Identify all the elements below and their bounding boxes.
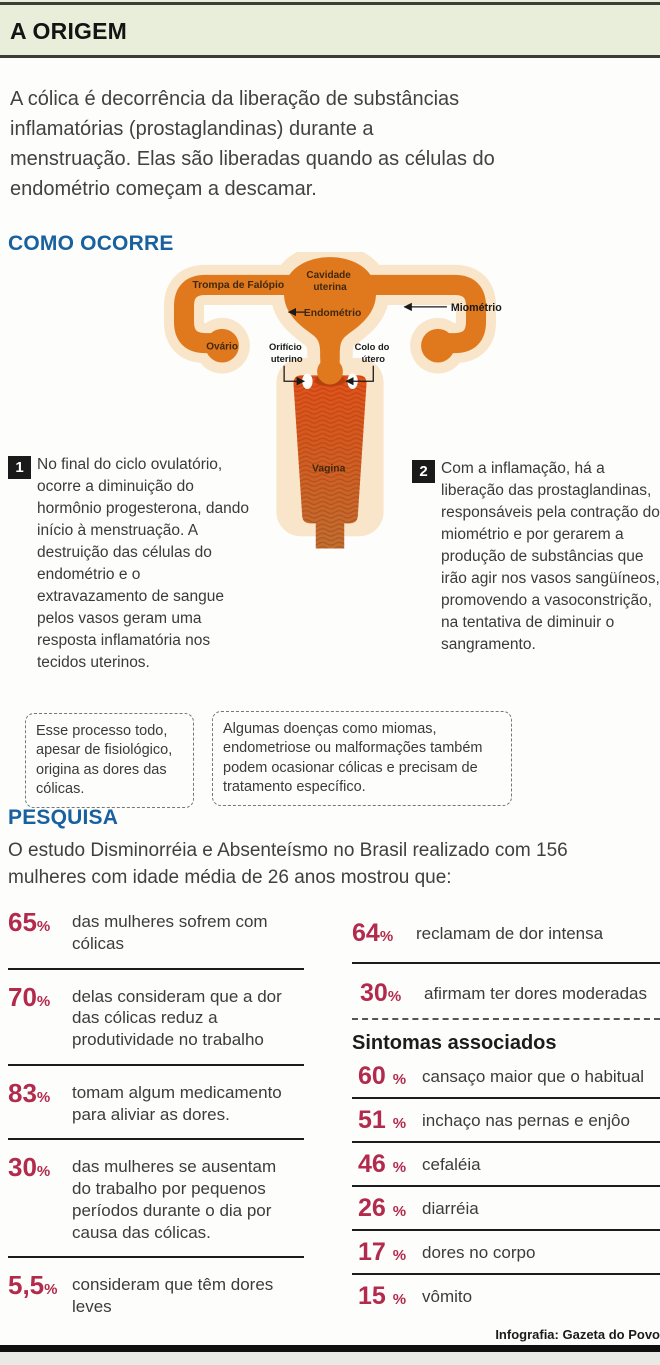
label-colo: Colo do [355, 342, 390, 352]
stat-row: 17 % dores no corpo [358, 1239, 660, 1265]
stat-row: 70% delas consideram que a dor das cólic… [8, 983, 304, 1051]
page-title: A ORIGEM [10, 18, 128, 44]
stat-value: 26 % [358, 1194, 407, 1222]
divider [8, 1063, 304, 1066]
stat-label: consideram que têm dores leves [72, 1275, 274, 1316]
symptoms-heading: Sintomas associados [352, 1032, 557, 1054]
stat-value: 65% [8, 907, 51, 937]
stat-value: 17 % [358, 1238, 407, 1266]
note-box-2: Algumas doenças como miomas, endometrios… [212, 711, 512, 807]
orificio-arrow [283, 365, 305, 386]
stat-label: dores no corpo [422, 1243, 536, 1262]
stat-value: 30% [360, 979, 402, 1007]
stats-column-right: 64% reclamam de dor intensa 30% afirmam … [352, 912, 660, 1309]
ovary-left [205, 328, 239, 363]
divider [352, 1185, 660, 1187]
uterus-diagram: Cavidade uterina Trompa de Falópio Endom… [163, 252, 502, 549]
divider [352, 1229, 660, 1231]
bottom-margin [0, 1352, 660, 1365]
ovary-right [421, 328, 455, 363]
stat-row: 51 % inchaço nas pernas e enjôo [358, 1107, 660, 1133]
label-miometrio: Miométrio [451, 302, 502, 314]
stat-value: 46 % [358, 1150, 407, 1178]
stat-row: 26 % diarréia [358, 1195, 660, 1221]
stat-row: 15 % vômito [358, 1283, 660, 1309]
divider [8, 1256, 304, 1259]
step-2-number: 2 [412, 460, 435, 483]
stat-value: 83% [8, 1077, 51, 1108]
stat-value: 15 % [358, 1282, 407, 1310]
header-band [0, 0, 660, 57]
stat-row: 64% reclamam de dor intensa [352, 920, 660, 946]
stat-label: diarréia [422, 1199, 479, 1218]
stat-value: 30% [8, 1152, 51, 1183]
dashed-divider [352, 1018, 660, 1020]
stat-label: das mulheres se ausentam do trabalho por… [72, 1157, 277, 1242]
stat-label: reclamam de dor intensa [416, 924, 604, 943]
stat-value: 5,5% [8, 1270, 58, 1301]
top-rule [0, 2, 660, 5]
label-ovario: Ovário [206, 342, 238, 353]
diagram-labels: Cavidade uterina Trompa de Falópio Endom… [192, 270, 502, 475]
bottom-bar [0, 1345, 660, 1352]
divider [352, 1097, 660, 1099]
divider [8, 1138, 304, 1141]
stat-label: vômito [422, 1287, 473, 1306]
label-cavidade: Cavidade [306, 270, 351, 281]
colo-arrow [345, 365, 374, 386]
section-heading-pesquisa: PESQUISA [8, 806, 119, 829]
uterus-organs [173, 257, 487, 387]
stat-label: tomam algum medicamento para aliviar as … [72, 1082, 282, 1124]
fallopian-tube-left [173, 274, 303, 354]
note-box-1: Esse processo todo, apesar de fisiológic… [25, 713, 194, 809]
section-heading-como-ocorre: COMO OCORRE [8, 232, 174, 255]
stat-label: inchaço nas pernas e enjôo [422, 1111, 630, 1130]
step-2-text: Com a inflamação, há a liberação das pro… [441, 460, 660, 653]
divider [352, 1273, 660, 1275]
credit-line: Infografia: Gazeta do Povo [495, 1327, 660, 1342]
label-orificio: Orifício [269, 342, 302, 352]
stat-row: 46 % cefaléia [358, 1151, 660, 1177]
fallopian-tube-right [357, 274, 487, 354]
stat-row: 30% das mulheres se ausentam do trabalho… [8, 1153, 304, 1243]
stat-label: delas consideram que a dor das cólicas r… [72, 986, 282, 1050]
divider [352, 962, 660, 964]
label-vagina: Vagina [312, 464, 346, 475]
stat-row: 60 % cansaço maior que o habitual [358, 1063, 660, 1089]
divider [352, 1141, 660, 1143]
stat-value: 60 % [358, 1062, 407, 1090]
stat-value: 64% [352, 919, 394, 947]
stat-row: 5,5% consideram que têm dores leves [8, 1271, 304, 1318]
stat-row: 83% tomam algum medicamento para aliviar… [8, 1079, 304, 1126]
stat-label: cefaléia [422, 1155, 481, 1174]
stat-label: cansaço maior que o habitual [422, 1067, 645, 1086]
label-endometrio: Endométrio [304, 308, 361, 319]
svg-text:Cavidade uterina: Cavidade uterina [306, 270, 353, 293]
stat-label: afirmam ter dores moderadas [424, 984, 647, 1003]
stat-value: 51 % [358, 1106, 407, 1134]
header-bottom-rule [0, 55, 660, 58]
divider [8, 967, 304, 970]
stat-row: 65% das mulheres sofrem com cólicas [8, 908, 304, 955]
stat-value: 70% [8, 981, 51, 1012]
svg-text:Orifício uterino: Orifício uterino [269, 342, 304, 364]
intro-paragraph: A cólica é decorrência da liberação de s… [10, 88, 495, 200]
stats-column-left: 65% das mulheres sofrem com cólicas 70% … [8, 900, 304, 1326]
step-1-number: 1 [8, 456, 31, 479]
svg-text:Colo do útero: Colo do útero [355, 342, 392, 364]
label-trompa: Trompa de Falópio [192, 280, 284, 291]
step-1-text: No final do ciclo ovulatório, ocorre a d… [37, 456, 249, 671]
stat-label: das mulheres sofrem com cólicas [72, 912, 268, 953]
stat-row: 30% afirmam ter dores moderadas [360, 980, 660, 1006]
uterus-body [283, 257, 377, 360]
vagina-shape [293, 373, 367, 549]
study-description: O estudo Disminorréia e Absenteísmo no B… [8, 840, 568, 888]
cervix-bulb [317, 358, 343, 385]
